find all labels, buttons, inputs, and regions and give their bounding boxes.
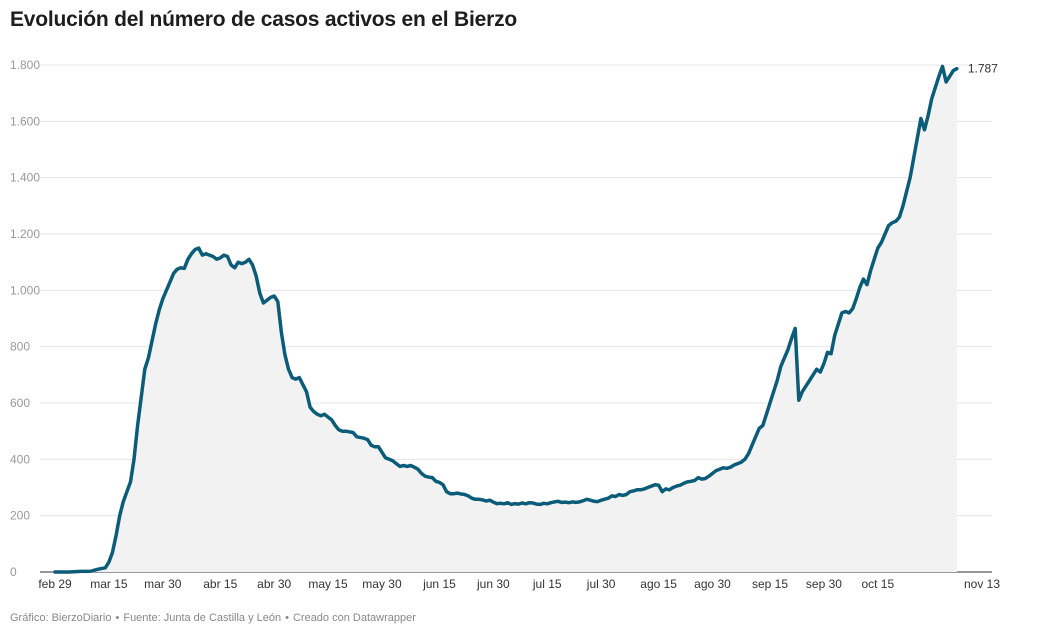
x-tick-label: ago 15 [640,577,677,591]
x-tick-label: sep 15 [752,577,788,591]
y-tick-label: 1.200 [10,227,40,241]
x-tick-label: feb 29 [38,577,72,591]
x-tick-label: jul 30 [586,577,616,591]
x-tick-label: mar 30 [144,577,182,591]
area-fill-layer [55,66,957,573]
x-tick-label: abr 30 [257,577,291,591]
x-tick-label: jul 15 [532,577,562,591]
x-tick-label: may 30 [362,577,402,591]
x-tick-label: nov 13 [964,577,1000,591]
end-value-label: 1.787 [968,62,998,76]
x-axis-ticks: feb 29 mar 15 mar 30 abr 15 abr 30 may 15 may … [38,577,1000,591]
footer-separator: • [115,612,120,624]
y-tick-label: 400 [10,452,30,466]
x-tick-label: mar 15 [90,577,128,591]
x-tick-label: ago 30 [694,577,731,591]
x-tick-label: oct 15 [861,577,894,591]
y-axis-ticks: 0 200 400 600 800 1.000 1.200 1.400 1.600 1.800 [10,58,40,579]
chart-title: Evolución del número de casos activos en… [10,8,517,31]
footer-credits: Gráfico: BierzoDiario • Fuente: Junta de C… [10,612,416,624]
y-tick-label: 600 [10,396,30,410]
series-area [55,66,957,573]
x-tick-label: jun 30 [476,577,510,591]
y-tick-label: 1.000 [10,283,40,297]
chart-credit: Gráfico: BierzoDiario [10,612,112,624]
series-line-layer [53,64,959,574]
x-tick-label: may 15 [308,577,348,591]
series-line [53,64,959,574]
x-tick-label: jun 15 [422,577,456,591]
x-tick-label: sep 30 [806,577,842,591]
source-credit: Fuente: Junta de Castilla y León [123,612,282,624]
tool-credit: Creado con Datawrapper [292,612,416,624]
y-tick-label: 200 [10,509,30,523]
end-label-layer: 1.787 [968,62,998,76]
y-tick-label: 1.600 [10,114,40,128]
y-tick-label: 1.800 [10,58,40,72]
x-tick-label: abr 15 [203,577,237,591]
footer-separator: • [285,612,289,624]
y-tick-label: 1.400 [10,171,40,185]
y-tick-label: 800 [10,340,30,354]
y-tick-label: 0 [10,565,17,579]
